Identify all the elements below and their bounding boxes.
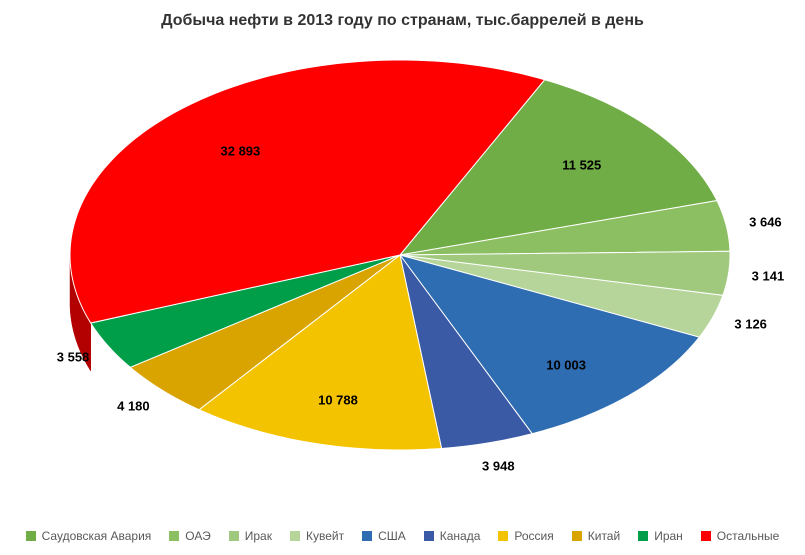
pie-slice-label: 32 893 xyxy=(220,143,260,158)
legend-label: Саудовская Авария xyxy=(42,529,152,543)
chart-container: Добыча нефти в 2013 году по странам, тыс… xyxy=(0,0,805,555)
chart-title: Добыча нефти в 2013 году по странам, тыс… xyxy=(0,12,805,30)
legend: Саудовская Авария ОАЭ Ирак Кувейт США Канада Р… xyxy=(0,529,805,543)
pie-slice-label: 10 003 xyxy=(546,357,586,372)
legend-label: Остальные xyxy=(717,529,780,543)
legend-label: США xyxy=(378,529,406,543)
legend-item: Россия xyxy=(498,529,553,543)
legend-item: Ирак xyxy=(229,529,272,543)
pie-slice-label: 11 525 xyxy=(562,157,601,172)
legend-swatch xyxy=(701,531,711,541)
pie-slice-label: 3 126 xyxy=(734,317,767,332)
legend-swatch xyxy=(424,531,434,541)
legend-item: Кувейт xyxy=(290,529,344,543)
legend-item: ОАЭ xyxy=(169,529,210,543)
pie-slice-label: 3 141 xyxy=(752,268,785,283)
legend-item: Китай xyxy=(572,529,620,543)
legend-swatch xyxy=(572,531,582,541)
pie-slice-label: 3 646 xyxy=(749,215,782,230)
pie-3d-svg xyxy=(0,40,805,500)
legend-item: Саудовская Авария xyxy=(26,529,152,543)
legend-swatch xyxy=(290,531,300,541)
legend-swatch xyxy=(638,531,648,541)
legend-swatch xyxy=(169,531,179,541)
legend-swatch xyxy=(26,531,36,541)
legend-swatch xyxy=(498,531,508,541)
pie-slice-label: 10 788 xyxy=(318,393,358,408)
legend-label: Ирак xyxy=(245,529,272,543)
pie-stage: 11 525 3 646 3 141 3 126 10 003 3 948 10 788 4 … xyxy=(0,40,805,500)
legend-item: Остальные xyxy=(701,529,780,543)
pie-slice-label: 3 948 xyxy=(482,458,515,473)
legend-label: Иран xyxy=(654,529,683,543)
legend-label: Россия xyxy=(514,529,553,543)
legend-item: Канада xyxy=(424,529,481,543)
legend-label: Китай xyxy=(588,529,620,543)
legend-item: Иран xyxy=(638,529,683,543)
legend-swatch xyxy=(229,531,239,541)
legend-label: ОАЭ xyxy=(185,529,210,543)
legend-label: Кувейт xyxy=(306,529,344,543)
pie-slice-label: 3 558 xyxy=(57,349,90,364)
pie-slice-label: 4 180 xyxy=(117,399,150,414)
legend-swatch xyxy=(362,531,372,541)
legend-label: Канада xyxy=(440,529,481,543)
legend-item: США xyxy=(362,529,406,543)
